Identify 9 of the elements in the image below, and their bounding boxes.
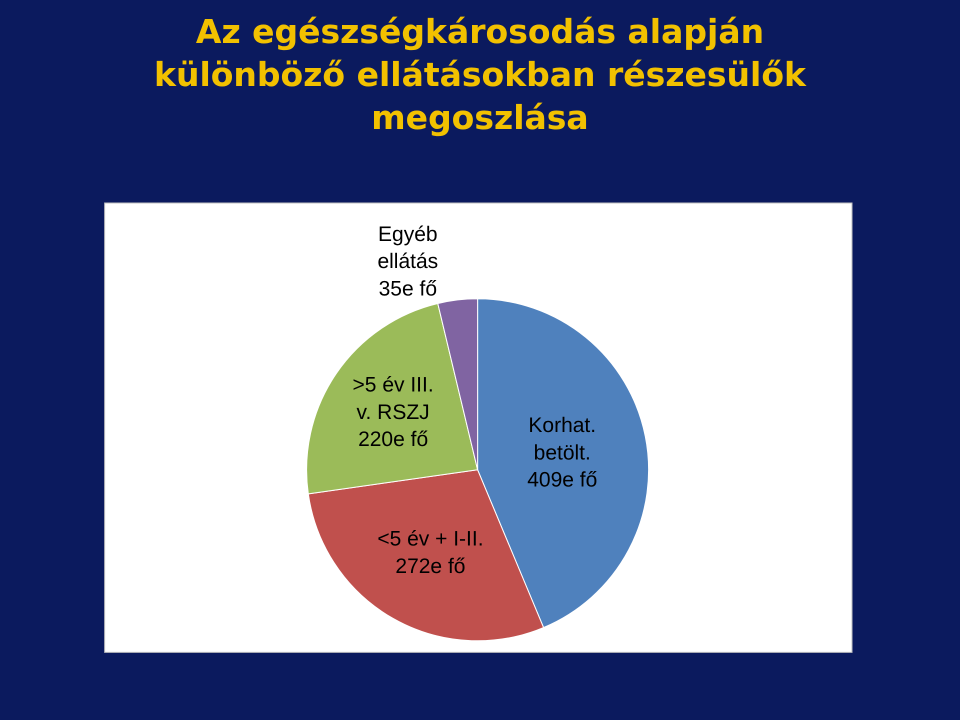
slice-label: Korhat. betölt. — [528, 414, 596, 464]
slice-label: <5 év + I-II. — [377, 528, 484, 551]
slice-label: Egyéb ellátás — [377, 222, 438, 274]
data-label: 35e fő — [378, 278, 437, 301]
chart-title: Az egészségkárosodás alapján különböző ellátásokban részesülők megoszlása — [154, 12, 808, 137]
data-label: 220e fő — [358, 428, 428, 452]
data-label: 272e fő — [395, 554, 466, 578]
slice-label: >5 év III. v. RSZJ — [352, 374, 434, 424]
data-label: 409e fő — [527, 468, 598, 492]
